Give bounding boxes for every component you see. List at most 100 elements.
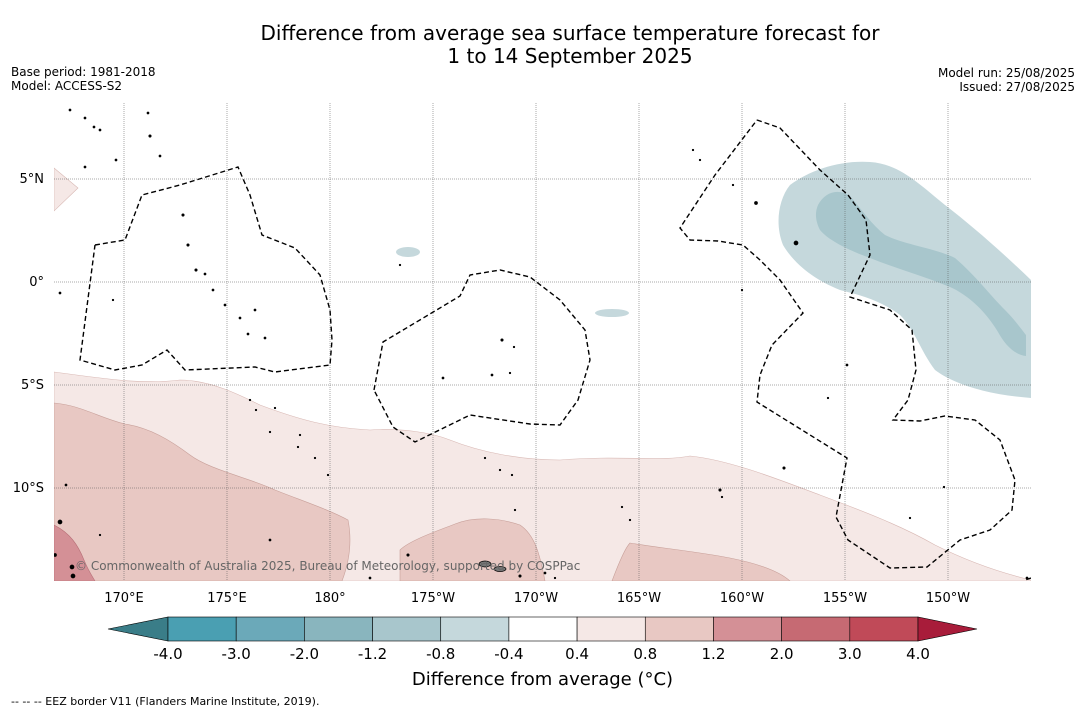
island bbox=[326, 473, 330, 477]
anomaly-warm-mid-centre bbox=[399, 518, 546, 581]
island bbox=[263, 336, 267, 340]
lon-label-160w: 160°W bbox=[720, 591, 764, 606]
colorbar-tick-label: 3.0 bbox=[838, 645, 862, 663]
eez-border-kiribati-west bbox=[79, 166, 333, 373]
colorbar-extend-below bbox=[107, 616, 169, 642]
island bbox=[508, 371, 512, 375]
island bbox=[254, 408, 258, 412]
anomaly-warm-patch bbox=[54, 167, 79, 212]
colorbar-bin bbox=[644, 616, 714, 642]
colorbar-bin bbox=[372, 616, 442, 642]
anomaly-cool-mid bbox=[815, 191, 1026, 356]
colorbar-extend-above bbox=[917, 616, 978, 642]
model-run: Model run: 25/08/2025 bbox=[937, 66, 1075, 80]
island bbox=[406, 553, 410, 557]
colorbar-tick-label: -1.2 bbox=[358, 645, 387, 663]
island bbox=[543, 571, 547, 575]
island bbox=[98, 533, 102, 537]
anomaly-warm-mid-east bbox=[611, 542, 791, 581]
colorbar-tick-label: -4.0 bbox=[153, 645, 182, 663]
island bbox=[253, 308, 257, 312]
anomaly-cool-light bbox=[778, 161, 1031, 398]
colorbar-tick-label: -3.0 bbox=[222, 645, 251, 663]
model-name: Model: ACCESS-S2 bbox=[11, 79, 123, 93]
island bbox=[718, 488, 722, 492]
colorbar-bin bbox=[508, 616, 578, 642]
island bbox=[298, 433, 302, 437]
lon-labels: 170°E 175°E 180° 175°W 170°W 165°W 160°W… bbox=[104, 591, 970, 606]
lat-label-10s: 10°S bbox=[13, 481, 44, 496]
eez-legend-note: -- -- -- EEZ border V11 (Flanders Marine… bbox=[11, 695, 320, 708]
island bbox=[942, 485, 946, 489]
meta-right: Model run: 25/08/2025 Issued: 27/08/2025 bbox=[938, 66, 1075, 94]
island bbox=[500, 338, 504, 342]
colorbar-title: Difference from average (°C) bbox=[411, 669, 674, 690]
island bbox=[826, 396, 830, 400]
lon-label-180: 180° bbox=[314, 591, 345, 606]
island bbox=[698, 158, 702, 162]
island-large bbox=[493, 566, 507, 572]
meta-left: Base period: 1981-2018 Model: ACCESS-S2 bbox=[11, 65, 156, 93]
island bbox=[194, 268, 198, 272]
lat-labels: 5°N 0° 5°S 10°S bbox=[13, 172, 44, 496]
colorbar-tick-label: 1.2 bbox=[702, 645, 726, 663]
island bbox=[398, 263, 402, 267]
colorbar-tick-label: 4.0 bbox=[906, 645, 930, 663]
island bbox=[793, 240, 799, 246]
island bbox=[518, 574, 522, 578]
island bbox=[268, 430, 272, 434]
island bbox=[203, 272, 207, 276]
island bbox=[368, 576, 372, 580]
colorbar-tick-label: -2.0 bbox=[290, 645, 319, 663]
island bbox=[83, 116, 87, 120]
island bbox=[513, 508, 517, 512]
colorbar: -4.0 -3.0 -2.0 -1.2 -0.8 -0.4 0.4 0.8 1.2 2.0 3.0 4… bbox=[107, 616, 978, 663]
colorbar-bin bbox=[781, 616, 851, 642]
island bbox=[720, 495, 724, 499]
colorbar-tick-label: 0.8 bbox=[633, 645, 657, 663]
colorbar-tick-label: -0.4 bbox=[494, 645, 523, 663]
lat-label-5n: 5°N bbox=[20, 172, 45, 187]
title-line-1: Difference from average sea surface temp… bbox=[260, 21, 880, 45]
island bbox=[908, 516, 912, 520]
island bbox=[111, 298, 115, 302]
island bbox=[553, 576, 557, 580]
colorbar-bin bbox=[235, 616, 305, 642]
island bbox=[238, 316, 242, 320]
colorbar-tick-label: 2.0 bbox=[770, 645, 794, 663]
island bbox=[1025, 576, 1029, 580]
anomaly-cool-blob-1 bbox=[396, 247, 420, 257]
island bbox=[92, 125, 96, 129]
island bbox=[211, 288, 215, 292]
colorbar-bin bbox=[304, 616, 373, 642]
map-title: Difference from average sea surface temp… bbox=[0, 22, 1085, 68]
colorbar-bin bbox=[167, 616, 237, 642]
island bbox=[441, 376, 445, 380]
island bbox=[58, 291, 62, 295]
island bbox=[731, 183, 735, 187]
island bbox=[248, 398, 252, 402]
island bbox=[54, 553, 57, 557]
island bbox=[98, 128, 102, 132]
island bbox=[620, 505, 624, 509]
island bbox=[148, 134, 152, 138]
island bbox=[146, 111, 150, 115]
island bbox=[83, 165, 87, 169]
island bbox=[510, 473, 514, 477]
island bbox=[490, 373, 494, 377]
lon-label-175w: 175°W bbox=[411, 591, 455, 606]
colorbar-tick-label: 0.4 bbox=[565, 645, 589, 663]
colorbar-bin bbox=[849, 616, 919, 642]
island bbox=[313, 456, 317, 460]
lon-label-165w: 165°W bbox=[617, 591, 661, 606]
island bbox=[845, 363, 849, 367]
island bbox=[181, 213, 185, 217]
map-area: © Commonwealth of Australia 2025, Bureau… bbox=[54, 103, 1031, 581]
island bbox=[268, 538, 272, 542]
island bbox=[68, 108, 72, 112]
eez-border-tokelau bbox=[1024, 577, 1031, 581]
island bbox=[114, 158, 118, 162]
lon-label-175e: 175°E bbox=[207, 591, 247, 606]
lat-label-5s: 5°S bbox=[21, 378, 44, 393]
